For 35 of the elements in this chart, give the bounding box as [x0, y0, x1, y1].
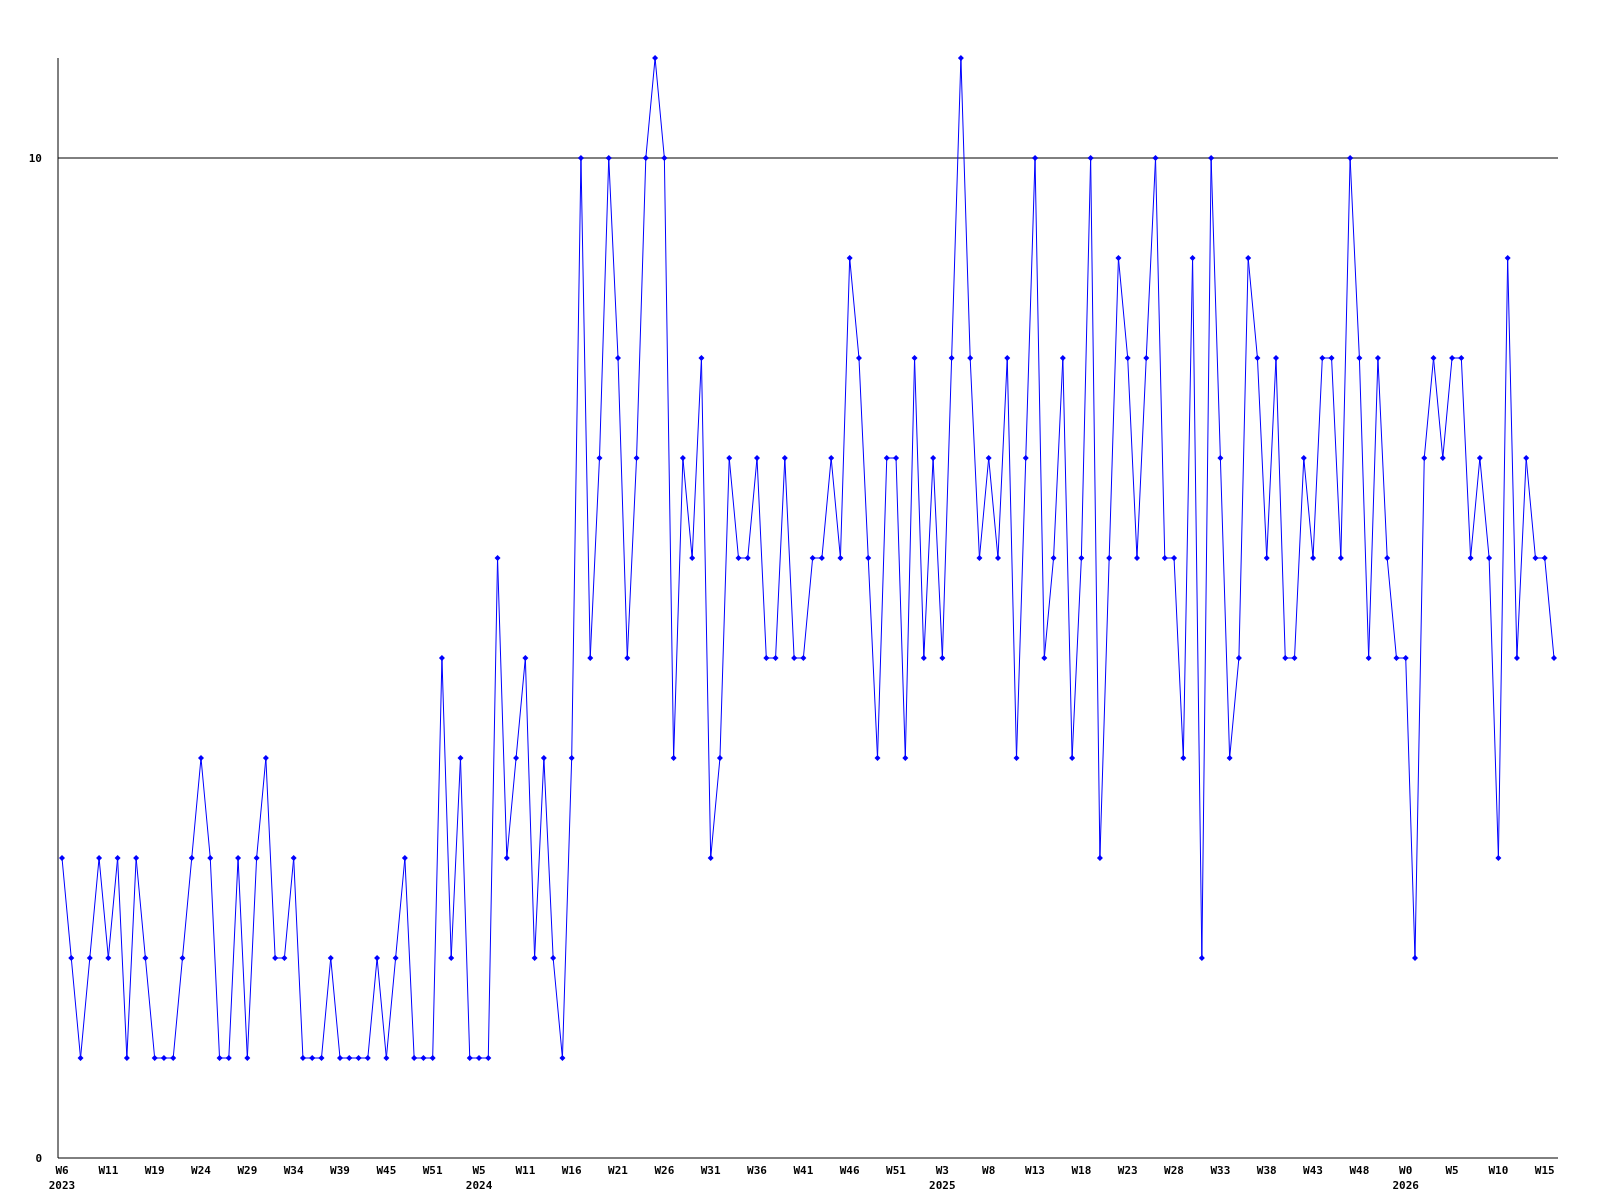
x-tick-label: W11	[515, 1164, 536, 1177]
x-tick-label: W29	[237, 1164, 258, 1177]
x-tick-label: W46	[839, 1164, 861, 1177]
x-tick-label: W8	[982, 1164, 996, 1177]
x-tick-label: W13	[1025, 1164, 1045, 1177]
x-tick-label: W45	[376, 1164, 397, 1177]
y-tick-label: 0	[35, 1152, 42, 1165]
x-tick-label: W28	[1164, 1164, 1184, 1177]
x-tick-label: W51	[886, 1164, 907, 1177]
x-tick-label: W51	[422, 1164, 443, 1177]
x-tick-label: W43	[1303, 1164, 1323, 1177]
x-tick-label: W5 2024	[465, 1164, 493, 1192]
x-tick-label: W26	[654, 1164, 675, 1177]
x-tick-label: W3 2025	[929, 1164, 956, 1192]
x-tick-label: W34	[283, 1164, 304, 1177]
x-tick-label: W48	[1349, 1164, 1370, 1177]
x-tick-label: W33	[1210, 1164, 1231, 1177]
x-tick-label: W15	[1534, 1164, 1555, 1177]
x-tick-label: W24	[191, 1164, 212, 1177]
x-tick-label: W18	[1071, 1164, 1092, 1177]
x-tick-label: W0 2026	[1392, 1164, 1420, 1192]
x-tick-label: W11	[98, 1164, 119, 1177]
x-tick-label: W38	[1256, 1164, 1277, 1177]
x-tick-label: W5	[1445, 1164, 1459, 1177]
x-tick-label: W10	[1488, 1164, 1509, 1177]
x-tick-label: W31	[700, 1164, 721, 1177]
x-tick-label: W6 2023	[48, 1164, 76, 1192]
x-tick-label: W23	[1117, 1164, 1138, 1177]
x-tick-label: W39	[330, 1164, 350, 1177]
x-tick-label: W16	[561, 1164, 582, 1177]
x-tick-label: W19	[144, 1164, 165, 1177]
x-tick-label: W41	[793, 1164, 814, 1177]
x-tick-label: W36	[747, 1164, 768, 1177]
x-tick-label: W21	[608, 1164, 629, 1177]
y-tick-label: 10	[28, 152, 42, 165]
